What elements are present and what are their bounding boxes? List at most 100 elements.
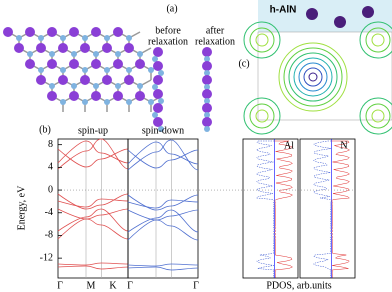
atom xyxy=(71,51,77,57)
contour xyxy=(278,42,348,112)
atom xyxy=(3,27,13,37)
band xyxy=(57,208,129,232)
atom xyxy=(126,99,132,105)
k-label: K xyxy=(109,280,117,291)
k-label: Γ xyxy=(193,280,199,291)
contour xyxy=(243,97,281,135)
band xyxy=(127,266,199,271)
band xyxy=(57,208,129,220)
atom xyxy=(126,67,132,73)
atom xyxy=(153,61,163,71)
contour xyxy=(365,27,391,53)
atom xyxy=(135,91,145,101)
atom xyxy=(204,98,210,104)
atom xyxy=(36,75,46,85)
atom xyxy=(82,35,88,41)
band xyxy=(57,193,129,210)
atom xyxy=(148,67,154,73)
panel-title: spin-down xyxy=(142,125,184,136)
atom xyxy=(47,59,57,69)
contour xyxy=(288,52,338,102)
caption: relaxation xyxy=(148,36,188,47)
atom xyxy=(135,59,145,69)
atom xyxy=(115,51,121,57)
atom xyxy=(113,27,123,37)
atom xyxy=(158,70,164,76)
axis-label: PDOS, arb.units xyxy=(266,280,331,291)
y-tick-label: 0 xyxy=(48,184,53,195)
atom xyxy=(153,103,163,113)
band xyxy=(57,138,129,170)
atom xyxy=(306,8,318,20)
atom xyxy=(126,35,132,41)
atom xyxy=(82,67,88,73)
band xyxy=(57,218,129,240)
atom xyxy=(153,47,163,57)
band xyxy=(127,139,199,171)
atom xyxy=(202,47,212,57)
pdos-curve xyxy=(255,140,275,278)
contour xyxy=(255,33,269,47)
atom xyxy=(91,59,101,69)
atom xyxy=(137,83,143,89)
atom xyxy=(80,43,90,53)
atom xyxy=(113,59,123,69)
atom xyxy=(25,27,35,37)
k-label: Γ xyxy=(57,280,63,291)
pdos-title: Al xyxy=(284,140,294,151)
pdos-curve xyxy=(312,140,332,278)
k-label: Γ xyxy=(127,280,133,291)
band xyxy=(127,141,199,165)
y-tick-label: -12 xyxy=(40,252,53,263)
atom xyxy=(58,43,68,53)
atom xyxy=(36,43,46,53)
atom xyxy=(152,56,158,62)
atom xyxy=(153,89,163,99)
contour xyxy=(298,62,328,92)
atom xyxy=(38,35,44,41)
contour xyxy=(283,47,343,107)
atom xyxy=(69,27,79,37)
contour xyxy=(303,67,323,87)
atom xyxy=(124,43,134,53)
atom xyxy=(38,67,44,73)
band xyxy=(127,263,199,267)
contour-map xyxy=(257,31,392,121)
atom xyxy=(49,83,55,89)
y-tick-label: -4 xyxy=(45,207,53,218)
atom xyxy=(204,84,210,90)
atom xyxy=(113,91,123,101)
atom xyxy=(69,91,79,101)
atom xyxy=(362,6,374,18)
atom xyxy=(71,83,77,89)
atom xyxy=(60,35,66,41)
caption: after xyxy=(206,25,225,36)
atom xyxy=(93,83,99,89)
contour xyxy=(371,33,385,47)
atom xyxy=(14,43,24,53)
pdos-frame xyxy=(299,138,356,279)
atom xyxy=(16,35,22,41)
atom xyxy=(158,98,164,104)
atom xyxy=(104,35,110,41)
atom xyxy=(91,27,101,37)
y-tick-label: 8 xyxy=(48,139,53,150)
contour xyxy=(249,27,275,53)
pdos-title: N xyxy=(340,140,347,151)
atom xyxy=(82,99,88,105)
contour xyxy=(365,103,391,129)
contour xyxy=(255,109,269,123)
contour xyxy=(371,109,385,123)
atom xyxy=(69,59,79,69)
k-label: M xyxy=(87,280,96,291)
band xyxy=(57,198,129,208)
atom xyxy=(104,67,110,73)
panel-b: 840-4-8-12Γ M K Γ Γ xyxy=(40,138,356,291)
panel-label: (b) xyxy=(39,124,51,135)
contour xyxy=(359,97,392,135)
atom xyxy=(204,70,210,76)
atom xyxy=(204,112,210,118)
atom xyxy=(153,117,163,127)
y-tick-label: -8 xyxy=(45,230,53,241)
